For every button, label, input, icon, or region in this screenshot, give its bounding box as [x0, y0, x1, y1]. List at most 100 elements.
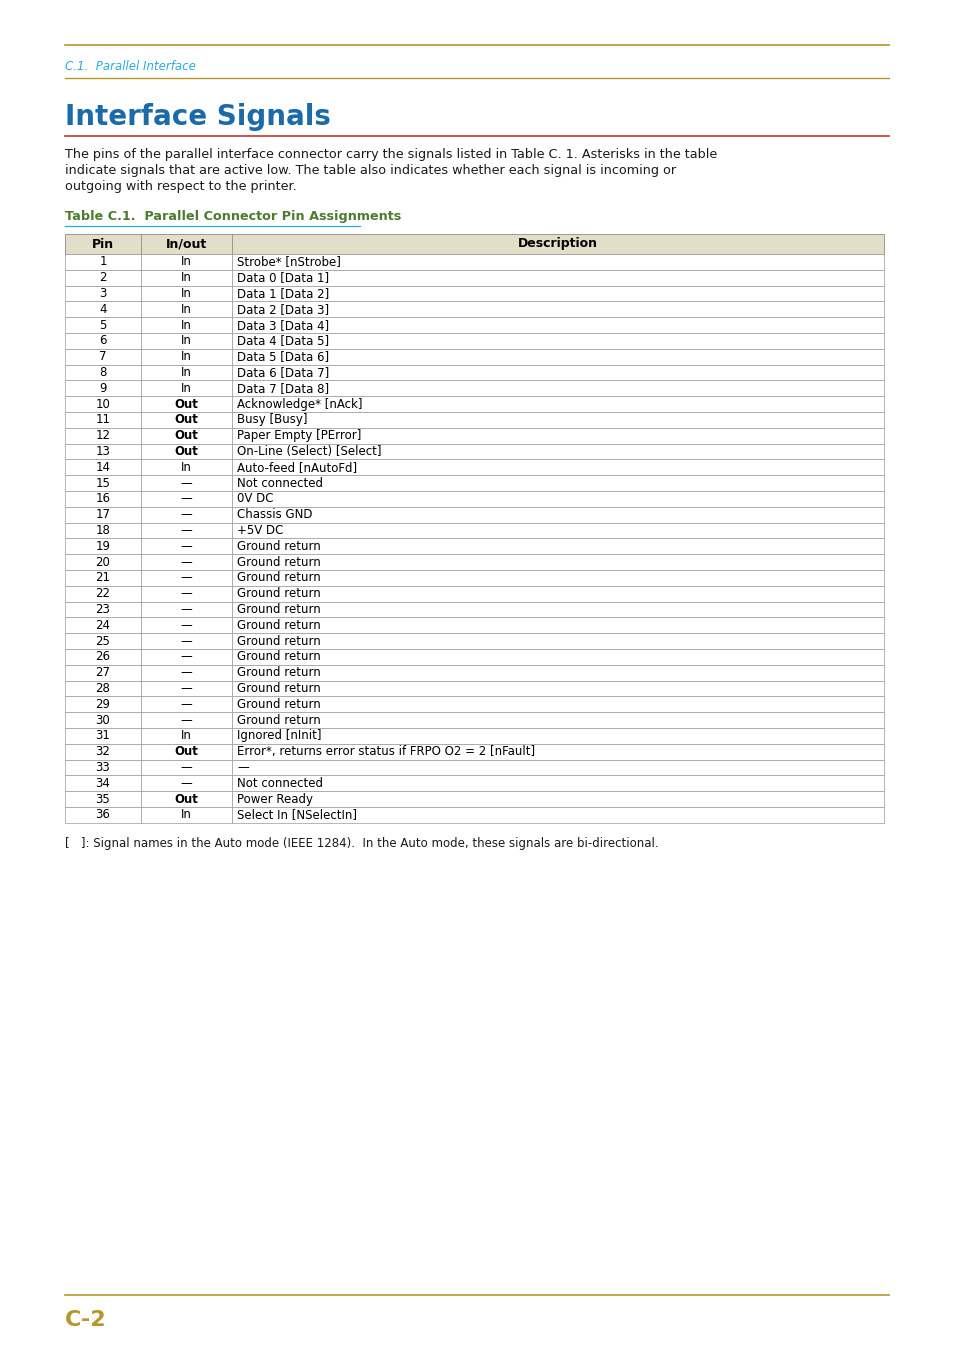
Text: 6: 6 [99, 335, 107, 348]
Bar [232, 712, 883, 728]
Text: Ground return: Ground return [236, 619, 320, 631]
Bar [232, 792, 883, 807]
Bar [141, 522, 232, 538]
Bar [232, 554, 883, 571]
Text: 5: 5 [99, 318, 107, 332]
Text: 15: 15 [95, 476, 111, 490]
Bar [141, 460, 232, 475]
Text: Strobe* [nStrobe]: Strobe* [nStrobe] [236, 255, 340, 268]
Text: +5V DC: +5V DC [236, 523, 283, 537]
Text: Pin: Pin [91, 237, 114, 251]
Bar [65, 681, 141, 696]
Text: —: — [180, 476, 193, 490]
Text: 24: 24 [95, 619, 111, 631]
Text: —: — [180, 492, 193, 506]
Text: Ignored [nInit]: Ignored [nInit] [236, 730, 321, 742]
Bar [232, 233, 883, 254]
Bar [141, 380, 232, 397]
Bar [65, 633, 141, 649]
Bar [65, 317, 141, 333]
Bar [141, 444, 232, 460]
Bar [65, 233, 141, 254]
Text: 10: 10 [95, 398, 111, 410]
Bar [232, 571, 883, 585]
Bar [232, 428, 883, 444]
Bar [232, 696, 883, 712]
Text: Not connected: Not connected [236, 476, 323, 490]
Bar [141, 618, 232, 633]
Bar [141, 349, 232, 364]
Bar [65, 286, 141, 301]
Text: In: In [181, 302, 192, 316]
Text: Busy [Busy]: Busy [Busy] [236, 413, 307, 426]
Bar [141, 301, 232, 317]
Bar [141, 602, 232, 618]
Bar [141, 270, 232, 286]
Bar [141, 317, 232, 333]
Text: In: In [181, 730, 192, 742]
Text: The pins of the parallel interface connector carry the signals listed in Table C: The pins of the parallel interface conne… [65, 148, 717, 161]
Bar [65, 349, 141, 364]
Bar [141, 538, 232, 554]
Text: —: — [180, 619, 193, 631]
Text: Data 0 [Data 1]: Data 0 [Data 1] [236, 271, 329, 285]
Bar [141, 286, 232, 301]
Bar [141, 491, 232, 507]
Text: —: — [180, 556, 193, 568]
Text: —: — [180, 509, 193, 521]
Bar [65, 728, 141, 743]
Bar [232, 728, 883, 743]
Bar [65, 364, 141, 380]
Text: Ground return: Ground return [236, 697, 320, 711]
Text: 33: 33 [95, 761, 111, 774]
Bar [141, 728, 232, 743]
Bar [232, 491, 883, 507]
Bar [232, 522, 883, 538]
Text: Ground return: Ground return [236, 634, 320, 648]
Bar [65, 475, 141, 491]
Text: —: — [180, 603, 193, 616]
Text: 14: 14 [95, 461, 111, 473]
Bar [232, 743, 883, 759]
Text: 12: 12 [95, 429, 111, 442]
Bar [65, 618, 141, 633]
Bar [65, 411, 141, 428]
Text: —: — [180, 683, 193, 695]
Bar [65, 428, 141, 444]
Text: 11: 11 [95, 413, 111, 426]
Bar [141, 743, 232, 759]
Bar [232, 364, 883, 380]
Text: In/out: In/out [166, 237, 207, 251]
Text: Ground return: Ground return [236, 540, 320, 553]
Bar [65, 712, 141, 728]
Bar [141, 776, 232, 792]
Text: Data 7 [Data 8]: Data 7 [Data 8] [236, 382, 329, 395]
Text: 4: 4 [99, 302, 107, 316]
Text: —: — [180, 523, 193, 537]
Bar [232, 349, 883, 364]
Text: 18: 18 [95, 523, 111, 537]
Bar [65, 807, 141, 823]
Text: Ground return: Ground return [236, 714, 320, 727]
Text: In: In [181, 335, 192, 348]
Text: Chassis GND: Chassis GND [236, 509, 313, 521]
Bar [232, 681, 883, 696]
Text: Out: Out [174, 429, 198, 442]
Text: 27: 27 [95, 666, 111, 679]
Text: —: — [180, 650, 193, 664]
Bar [232, 807, 883, 823]
Bar [232, 333, 883, 349]
Text: In: In [181, 366, 192, 379]
Text: 23: 23 [95, 603, 111, 616]
Text: 34: 34 [95, 777, 111, 789]
Bar [141, 792, 232, 807]
Bar [65, 649, 141, 665]
Bar [65, 759, 141, 776]
Bar [232, 618, 883, 633]
Text: In: In [181, 808, 192, 822]
Bar [65, 696, 141, 712]
Bar [232, 633, 883, 649]
Text: In: In [181, 461, 192, 473]
Text: Interface Signals: Interface Signals [65, 103, 331, 131]
Bar [232, 301, 883, 317]
